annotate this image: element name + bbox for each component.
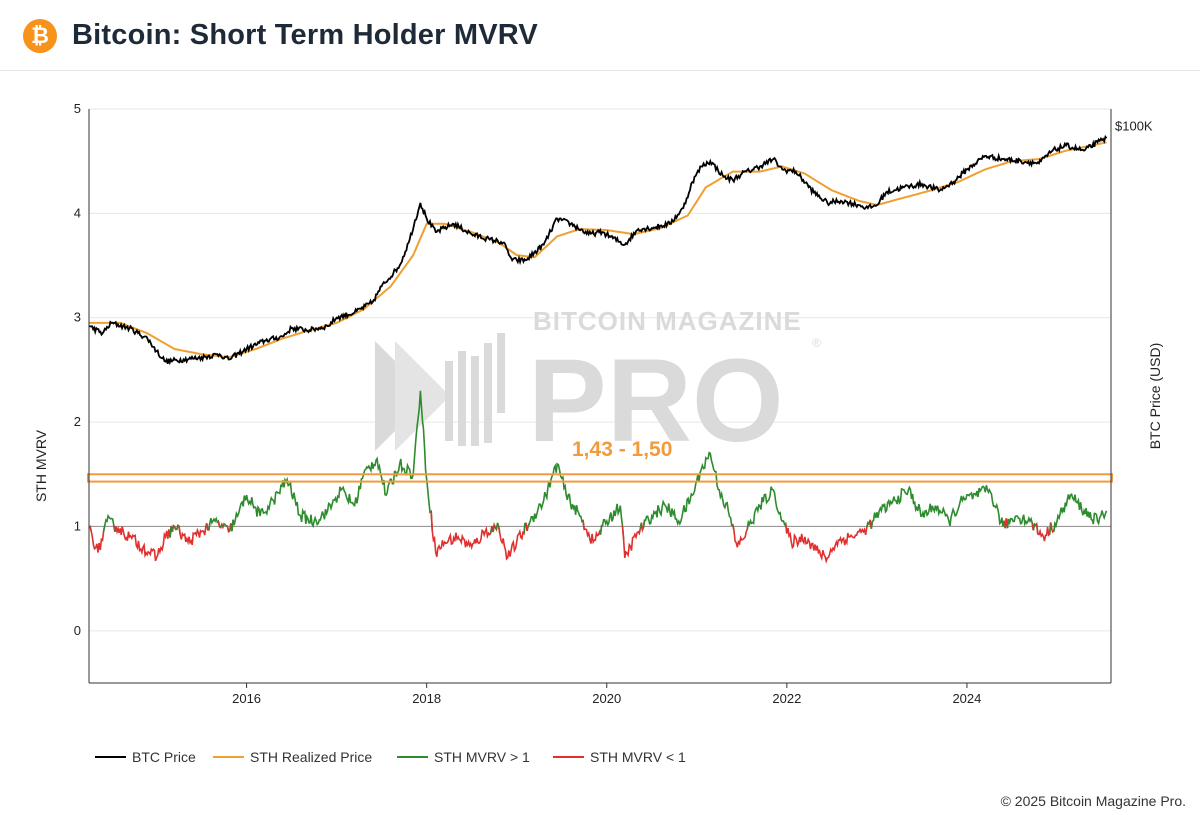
- x-tick-label: 2016: [232, 691, 261, 706]
- x-tick-label: 2018: [412, 691, 441, 706]
- copyright-footer: © 2025 Bitcoin Magazine Pro.: [1000, 793, 1186, 809]
- gridlines: [89, 108, 1111, 632]
- y-tick-label: 5: [74, 101, 81, 116]
- annotation-label: 1,43 - 1,50: [572, 438, 672, 461]
- watermark-top-text: BITCOIN MAGAZINE: [533, 306, 802, 336]
- series-segment-mvrv-above-1: [527, 462, 585, 530]
- legend-label-realized-price[interactable]: STH Realized Price: [250, 749, 372, 765]
- series-segment-mvrv-below-1: [430, 511, 493, 557]
- y2-axis-title: BTC Price (USD): [1147, 343, 1163, 450]
- watermark-bars-icon: [375, 333, 505, 451]
- series-segment-mvrv-above-1: [208, 516, 221, 531]
- series-segment-mvrv-below-1: [178, 523, 208, 546]
- series-segment-mvrv-below-1: [732, 522, 750, 548]
- header: ₿ Bitcoin: Short Term Holder MVRV: [0, 0, 1200, 71]
- right-axis-tick-label: $100K: [1115, 119, 1153, 134]
- series-segment-mvrv-above-1: [870, 485, 1006, 529]
- y-tick-label: 4: [74, 205, 81, 220]
- annotation-band: [87, 473, 1113, 483]
- x-tick-label: 2022: [772, 691, 801, 706]
- series-segment-mvrv-above-1: [1006, 514, 1035, 531]
- series-segment-mvrv-below-1: [115, 525, 172, 562]
- y-tick-label: 1: [74, 518, 81, 533]
- series-segment-mvrv-above-1: [231, 390, 434, 532]
- series-segment-mvrv-below-1: [89, 525, 106, 553]
- series-line-btc-price: [88, 134, 1108, 366]
- bitcoin-logo-icon: ₿: [23, 19, 57, 53]
- y-axis-ticks: 0 1 2 3 4 5: [74, 101, 81, 638]
- series-segment-mvrv-above-1: [599, 503, 625, 540]
- x-tick-label: 2020: [592, 691, 621, 706]
- series-segment-mvrv-below-1: [582, 520, 603, 545]
- series-segment-mvrv-below-1: [497, 523, 526, 561]
- legend-label-mvrv-above[interactable]: STH MVRV > 1: [434, 749, 530, 765]
- mvrv-chart: BITCOIN MAGAZINE PRO ® 1,43 - 1,50 0 1 2 3 4…: [33, 101, 1163, 765]
- y-tick-label: 0: [74, 623, 81, 638]
- series-segment-mvrv-above-1: [746, 486, 788, 534]
- y-tick-label: 2: [74, 414, 81, 429]
- series-segment-mvrv-above-1: [1053, 492, 1108, 532]
- series-segment-mvrv-below-1: [621, 522, 643, 558]
- legend-label-btc-price[interactable]: BTC Price: [132, 749, 196, 765]
- page-title: Bitcoin: Short Term Holder MVRV: [72, 19, 538, 51]
- y-axis-title: STH MVRV: [33, 429, 49, 502]
- chart-area: BITCOIN MAGAZINE PRO ® 1,43 - 1,50 0 1 2 3 4…: [0, 71, 1200, 815]
- x-axis-ticks: 2016 2018 2020 2022 2024: [232, 683, 981, 706]
- y-tick-label: 3: [74, 310, 81, 325]
- series-segment-mvrv-below-1: [1035, 522, 1052, 542]
- watermark-registered-mark: ®: [812, 336, 821, 350]
- x-tick-label: 2024: [952, 691, 981, 706]
- legend[interactable]: BTC Price STH Realized Price STH MVRV > …: [95, 749, 686, 765]
- watermark-main-text: PRO: [528, 335, 784, 467]
- watermark: BITCOIN MAGAZINE PRO ®: [375, 306, 821, 467]
- series-layer: [88, 134, 1108, 564]
- series-segment-mvrv-above-1: [102, 513, 116, 532]
- series-segment-mvrv-below-1: [784, 522, 869, 564]
- legend-label-mvrv-below[interactable]: STH MVRV < 1: [590, 749, 686, 765]
- series-segment-mvrv-above-1: [642, 451, 735, 531]
